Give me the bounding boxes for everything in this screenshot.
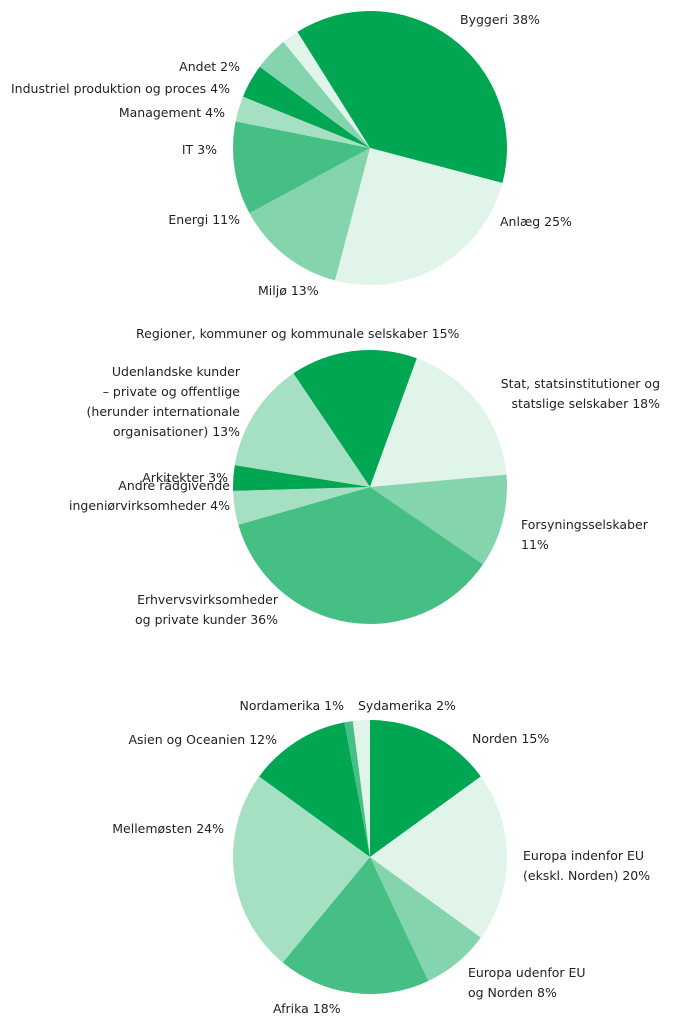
slice-label: Management 4% bbox=[119, 103, 225, 123]
slice-label: Anlæg 25% bbox=[500, 212, 572, 232]
pie-slice bbox=[293, 350, 417, 487]
value-label: 13% bbox=[212, 424, 240, 439]
category-name: Andet bbox=[179, 59, 217, 74]
value-label: 24% bbox=[196, 821, 224, 836]
value-label: 25% bbox=[544, 214, 572, 229]
slice-label: IT 3% bbox=[182, 140, 217, 160]
slice-label: Industriel produktion og proces 4% bbox=[11, 79, 230, 99]
slice-label: Mellemøsten 24% bbox=[112, 819, 224, 839]
value-label: 4% bbox=[210, 81, 230, 96]
value-label: 13% bbox=[290, 283, 319, 298]
slice-label: Regioner, kommuner og kommunale selskabe… bbox=[136, 324, 459, 344]
pie-slice bbox=[370, 720, 481, 857]
pie-slice bbox=[352, 720, 370, 857]
category-name: Stat, statsinstitutioner og statslige se… bbox=[500, 376, 660, 411]
pie-slice bbox=[235, 96, 370, 148]
category-name: Regioner, kommuner og kommunale selskabe… bbox=[136, 326, 428, 341]
value-label: 15% bbox=[521, 731, 550, 746]
slice-label: Afrika 18% bbox=[273, 999, 341, 1019]
slice-label: Andre rådgivende ingeniørvirksomheder 4% bbox=[69, 476, 230, 516]
pie-slice bbox=[234, 373, 370, 487]
category-name: Anlæg bbox=[500, 214, 541, 229]
category-name: Europa udenfor EU og Norden bbox=[468, 965, 586, 1000]
pie-slice bbox=[242, 66, 370, 148]
pie-slice bbox=[233, 121, 370, 214]
slice-label: Energi 11% bbox=[168, 210, 240, 230]
pie-slice bbox=[370, 857, 481, 981]
value-label: 36% bbox=[250, 612, 278, 627]
category-name: Nordamerika bbox=[239, 698, 321, 713]
category-name: IT bbox=[181, 142, 194, 157]
slice-label: Europa indenfor EU (ekskl. Norden) 20% bbox=[523, 846, 650, 886]
slice-label: Arkitekter 3% bbox=[142, 468, 228, 488]
pie-slice bbox=[259, 722, 370, 857]
category-name: Andre rådgivende ingeniørvirksomheder bbox=[69, 478, 230, 513]
value-label: 11% bbox=[212, 212, 240, 227]
category-name: Miljø bbox=[258, 283, 287, 298]
category-name: Erhvervsvirksomheder og private kunder bbox=[135, 592, 278, 627]
pie-slice bbox=[259, 41, 370, 148]
pie-slice bbox=[370, 474, 507, 565]
value-label: 1% bbox=[324, 698, 344, 713]
value-label: 3% bbox=[197, 142, 217, 157]
category-name: Industriel produktion og proces bbox=[11, 81, 207, 96]
value-label: 18% bbox=[312, 1001, 341, 1016]
pie-slice bbox=[282, 857, 429, 994]
value-label: 2% bbox=[436, 698, 456, 713]
category-name: Energi bbox=[168, 212, 209, 227]
category-name: Mellemøsten bbox=[112, 821, 193, 836]
value-label: 3% bbox=[208, 470, 228, 485]
slice-label: Andet 2% bbox=[179, 57, 240, 77]
slice-label: Udenlandske kunder – private og offentli… bbox=[87, 362, 240, 442]
pie-slice bbox=[370, 776, 507, 938]
value-label: 15% bbox=[431, 326, 460, 341]
slice-label: Norden 15% bbox=[472, 729, 549, 749]
pie-slice bbox=[283, 31, 370, 148]
value-label: 11% bbox=[521, 537, 549, 552]
value-label: 4% bbox=[210, 498, 230, 513]
category-name: Byggeri bbox=[460, 12, 509, 27]
slice-label: Sydamerika 2% bbox=[358, 696, 456, 716]
value-label: 18% bbox=[632, 396, 660, 411]
value-label: 38% bbox=[512, 12, 540, 27]
category-name: Management bbox=[118, 105, 202, 120]
slice-label: Erhvervsvirksomheder og private kunder 3… bbox=[135, 590, 278, 630]
pie-slice bbox=[370, 358, 507, 487]
category-name: Udenlandske kunder – private og offentli… bbox=[86, 364, 240, 439]
pie-slice bbox=[232, 465, 370, 491]
category-name: Afrika bbox=[273, 1001, 309, 1016]
pie-slice bbox=[335, 148, 503, 285]
category-name: Forsyningsselskaber bbox=[521, 517, 648, 532]
pie-slice bbox=[344, 721, 370, 857]
pie-slice bbox=[297, 11, 507, 183]
category-name: Arkitekter bbox=[142, 470, 205, 485]
value-label: 4% bbox=[205, 105, 225, 120]
category-name: Asien og Oceanien bbox=[128, 732, 246, 747]
slice-label: Miljø 13% bbox=[258, 281, 319, 301]
slice-label: Forsyningsselskaber 11% bbox=[521, 515, 679, 555]
pie-slice bbox=[249, 148, 370, 281]
category-name: Sydamerika bbox=[358, 698, 433, 713]
pie-slice bbox=[233, 776, 370, 963]
value-label: 20% bbox=[622, 868, 651, 883]
category-name: Europa indenfor EU (ekskl. Norden) bbox=[523, 848, 645, 883]
slice-label: Europa udenfor EU og Norden 8% bbox=[468, 963, 586, 1003]
value-label: 2% bbox=[220, 59, 240, 74]
slice-label: Nordamerika 1% bbox=[240, 696, 345, 716]
pie-slice bbox=[233, 487, 370, 525]
category-name: Norden bbox=[472, 731, 518, 746]
slice-label: Byggeri 38% bbox=[460, 10, 540, 30]
value-label: 8% bbox=[537, 985, 557, 1000]
value-label: 12% bbox=[249, 732, 277, 747]
slice-label: Asien og Oceanien 12% bbox=[128, 730, 277, 750]
pie-slice bbox=[238, 487, 484, 624]
slice-label: Stat, statsinstitutioner og statslige se… bbox=[501, 374, 660, 414]
